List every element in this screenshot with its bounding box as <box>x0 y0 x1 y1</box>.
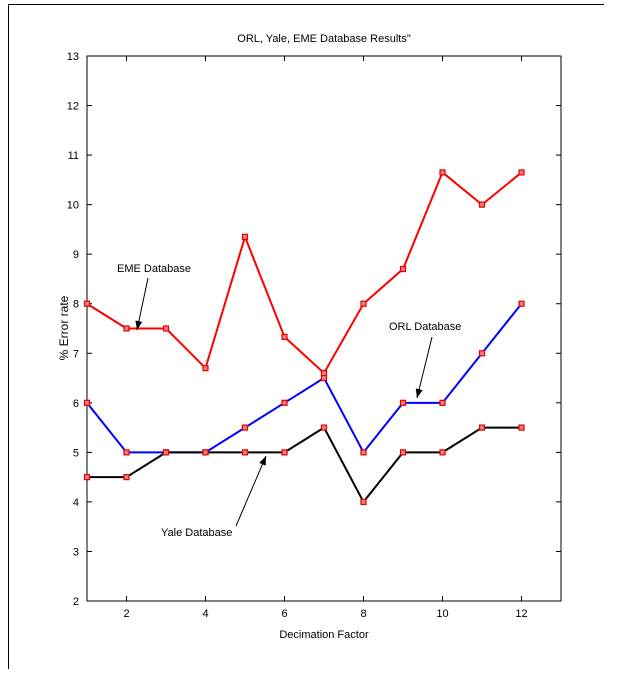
data-point <box>162 325 170 332</box>
data-point <box>320 374 328 382</box>
y-tick-label: 3 <box>73 546 79 558</box>
data-point <box>399 399 407 406</box>
y-tick-label: 4 <box>73 497 79 509</box>
data-point <box>241 233 249 240</box>
annotation-label: ORL Database <box>389 321 461 333</box>
data-point <box>123 325 130 332</box>
data-point <box>399 449 407 456</box>
data-point <box>281 449 288 456</box>
y-tick-label: 12 <box>67 101 79 113</box>
data-point <box>202 449 209 456</box>
annotation-arrow-line <box>235 455 267 527</box>
figure-frame <box>8 4 604 669</box>
series-lines <box>86 170 523 504</box>
axis-ticks: 2 4 6 8 10 12 2 3 4 5 6 7 8 9 10 11 12 13 <box>67 51 561 620</box>
data-point <box>518 300 525 307</box>
data-point <box>518 424 525 431</box>
y-tick-label: 2 <box>73 596 79 608</box>
data-point <box>123 449 130 456</box>
annotation-arrowhead <box>415 388 423 398</box>
y-axis-label: % Error rate <box>57 295 71 360</box>
y-tick-label: 7 <box>73 348 79 360</box>
annotation-label: Yale Database <box>161 527 232 539</box>
data-point <box>281 333 288 341</box>
x-tick-label: 2 <box>123 608 129 620</box>
x-tick-label: 10 <box>436 608 448 620</box>
data-point <box>123 474 130 481</box>
y-tick-label: 13 <box>67 51 79 63</box>
data-point <box>518 169 525 176</box>
annotation-arrow-line <box>416 336 433 399</box>
annotation-arrowhead <box>135 320 143 330</box>
data-point <box>83 300 91 307</box>
data-point <box>360 498 367 506</box>
data-point <box>478 201 486 208</box>
data-point <box>360 449 367 456</box>
y-tick-label: 10 <box>67 200 79 212</box>
data-point <box>478 350 486 357</box>
data-point <box>399 265 407 273</box>
data-point <box>320 369 328 377</box>
y-tick-label: 6 <box>73 398 79 410</box>
data-point <box>439 169 446 176</box>
x-tick-label: 4 <box>202 608 208 620</box>
x-tick-label: 6 <box>281 608 287 620</box>
data-point <box>439 399 446 406</box>
x-tick-label: 8 <box>360 608 366 620</box>
annotation-label: EME Database <box>117 263 191 275</box>
data-point <box>202 365 209 372</box>
y-tick-label: 11 <box>68 150 79 162</box>
data-point <box>360 300 367 307</box>
series-line-2 <box>86 303 523 455</box>
x-axis-label: Decimation Factor <box>279 629 369 641</box>
data-point <box>478 424 486 431</box>
y-tick-label: 9 <box>73 249 79 261</box>
series-line-1 <box>86 170 523 375</box>
data-point <box>439 449 446 456</box>
plot-area <box>86 55 562 602</box>
series-markers <box>83 169 525 506</box>
data-point <box>281 399 288 406</box>
data-point <box>83 474 91 481</box>
annotations: EME Database ORL Database Yale Database <box>117 263 461 539</box>
annotation-arrowhead <box>259 456 266 466</box>
data-point <box>162 449 170 456</box>
y-tick-label: 5 <box>73 447 79 459</box>
data-point <box>241 424 249 431</box>
data-point <box>83 399 91 406</box>
x-tick-label: 12 <box>515 608 527 620</box>
data-point <box>241 449 249 456</box>
chart-title: ORL, Yale, EME Database Results" <box>237 33 411 45</box>
series-line-3 <box>87 426 522 504</box>
data-point <box>320 424 328 431</box>
y-tick-label: 8 <box>73 299 79 311</box>
